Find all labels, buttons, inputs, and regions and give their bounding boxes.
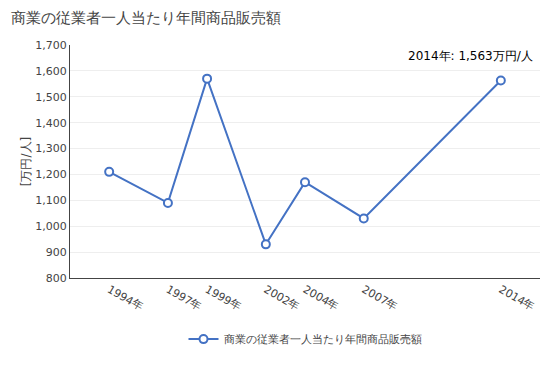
- svg-text:1,700: 1,700: [35, 39, 67, 52]
- svg-text:1994年: 1994年: [105, 283, 145, 314]
- svg-text:2004年: 2004年: [301, 283, 341, 314]
- svg-text:1,600: 1,600: [35, 65, 67, 78]
- svg-text:商業の従業者一人当たり年間商品販売額: 商業の従業者一人当たり年間商品販売額: [11, 9, 281, 27]
- svg-text:商業の従業者一人当たり年間商品販売額: 商業の従業者一人当たり年間商品販売額: [224, 333, 422, 346]
- svg-text:2007年: 2007年: [360, 283, 400, 314]
- svg-text:1,300: 1,300: [35, 142, 67, 155]
- svg-text:2014年: 1,563万円/人: 2014年: 1,563万円/人: [408, 49, 533, 63]
- svg-text:1,500: 1,500: [35, 91, 67, 104]
- svg-text:1,200: 1,200: [35, 168, 67, 181]
- svg-text:1,100: 1,100: [35, 194, 67, 207]
- svg-text:2014年: 2014年: [497, 283, 537, 314]
- svg-text:[万円/人]: [万円/人]: [19, 137, 33, 186]
- svg-text:1,000: 1,000: [35, 220, 67, 233]
- svg-text:1999年: 1999年: [203, 283, 243, 314]
- svg-text:2002年: 2002年: [262, 283, 302, 314]
- svg-text:1,400: 1,400: [35, 117, 67, 130]
- svg-text:1997年: 1997年: [164, 283, 204, 314]
- svg-text:800: 800: [46, 272, 67, 285]
- svg-text:900: 900: [46, 246, 67, 259]
